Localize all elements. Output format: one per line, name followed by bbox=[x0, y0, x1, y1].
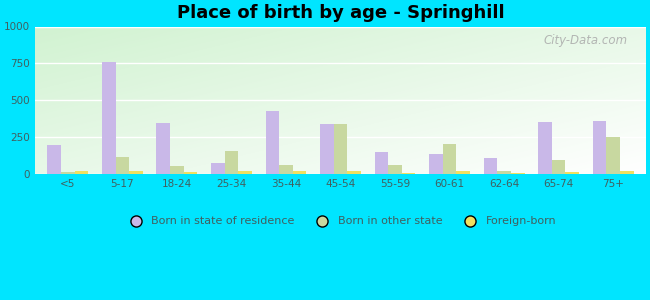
Bar bbox=[333, 124, 347, 174]
Bar bbox=[347, 171, 361, 174]
Bar bbox=[265, 111, 279, 174]
Bar bbox=[292, 171, 306, 174]
Bar bbox=[129, 171, 143, 174]
Bar bbox=[552, 160, 566, 174]
Text: City-Data.com: City-Data.com bbox=[543, 34, 627, 47]
Bar bbox=[429, 154, 443, 174]
Bar bbox=[116, 157, 129, 174]
Bar bbox=[279, 165, 293, 174]
Bar bbox=[402, 173, 415, 174]
Bar bbox=[484, 158, 497, 174]
Legend: Born in state of residence, Born in other state, Foreign-born: Born in state of residence, Born in othe… bbox=[120, 212, 561, 231]
Bar bbox=[620, 171, 634, 174]
Title: Place of birth by age - Springhill: Place of birth by age - Springhill bbox=[177, 4, 504, 22]
Bar bbox=[374, 152, 388, 174]
Bar bbox=[593, 121, 606, 174]
Bar bbox=[497, 171, 511, 174]
Bar bbox=[511, 173, 525, 174]
Bar bbox=[606, 137, 620, 174]
Bar bbox=[566, 172, 579, 174]
Bar bbox=[184, 172, 198, 174]
Bar bbox=[456, 171, 470, 174]
Bar bbox=[75, 171, 88, 174]
Bar bbox=[61, 172, 75, 174]
Bar bbox=[211, 163, 225, 174]
Bar bbox=[538, 122, 552, 174]
Bar bbox=[320, 124, 333, 174]
Bar bbox=[102, 62, 116, 174]
Bar bbox=[239, 171, 252, 174]
Bar bbox=[388, 165, 402, 174]
Bar bbox=[225, 151, 239, 174]
Bar bbox=[170, 166, 184, 174]
Bar bbox=[443, 144, 456, 174]
Bar bbox=[157, 123, 170, 174]
Bar bbox=[47, 145, 61, 174]
